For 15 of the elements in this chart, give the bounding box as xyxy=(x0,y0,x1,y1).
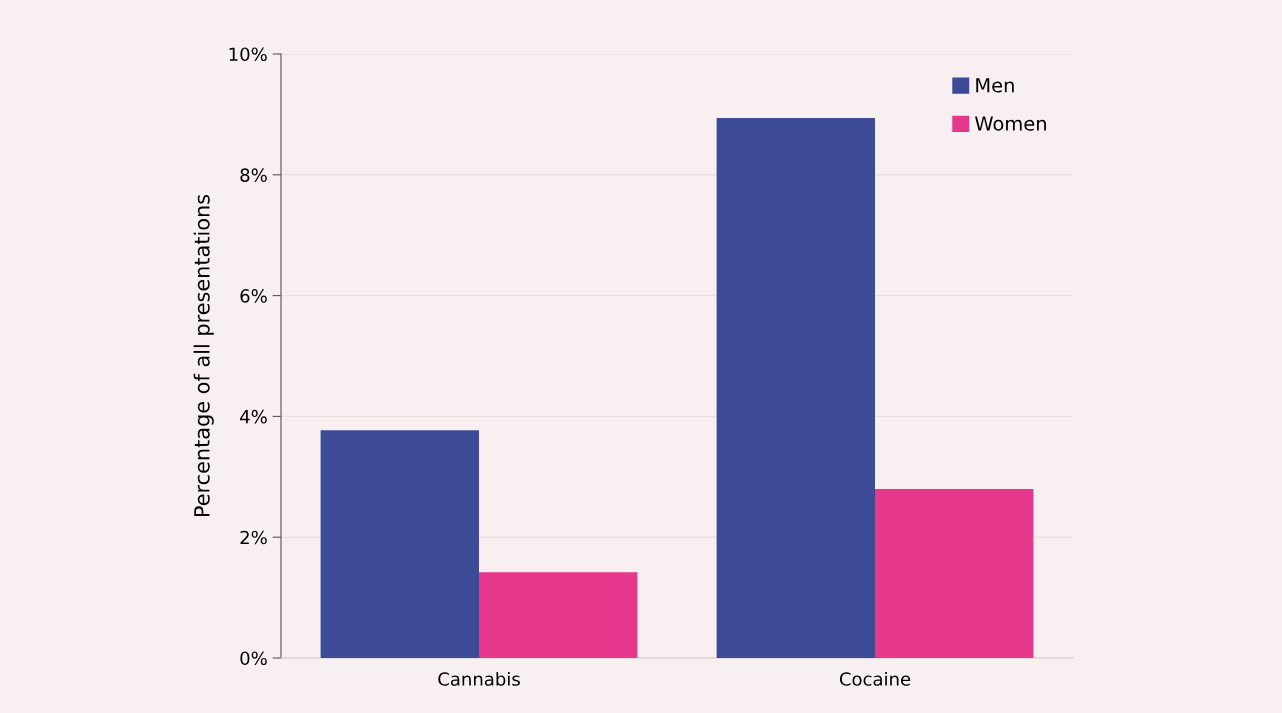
y-tick-label: 6% xyxy=(240,289,267,303)
y-tick-label: 8% xyxy=(240,168,267,182)
y-axis-title: Percentage of all presentations xyxy=(193,194,214,517)
legend-label: Men xyxy=(976,78,1014,93)
bar xyxy=(716,118,875,658)
y-tick-label: 4% xyxy=(240,409,267,424)
legend-label: Women xyxy=(975,116,1046,131)
bar xyxy=(875,488,1034,658)
y-tick-label: 0% xyxy=(240,651,267,666)
x-tick-label: Cannabis xyxy=(438,671,520,686)
y-tick-label: 10% xyxy=(229,47,267,62)
y-tick-label: 2% xyxy=(240,530,267,545)
bar xyxy=(320,430,479,658)
bar xyxy=(479,572,638,658)
x-tick-label: Cocaine xyxy=(839,671,911,686)
